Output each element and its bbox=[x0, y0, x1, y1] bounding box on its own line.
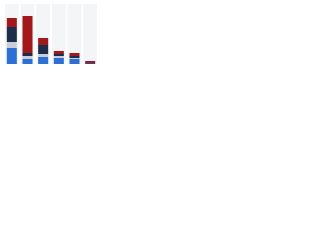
column-background bbox=[83, 4, 97, 64]
bar-segment bbox=[69, 56, 80, 58]
bar-segment bbox=[53, 58, 64, 64]
page: {"chart_data": {"type": "stacked-bar", "… bbox=[0, 0, 100, 71]
bar-segment bbox=[85, 63, 96, 64]
column-background bbox=[67, 4, 82, 64]
bar-segment bbox=[22, 59, 33, 64]
bar-segment bbox=[53, 54, 64, 56]
bar-segment bbox=[38, 45, 49, 54]
column-background bbox=[52, 4, 66, 64]
bar-segment bbox=[53, 51, 64, 54]
chart bbox=[5, 4, 97, 64]
bar-segment bbox=[85, 63, 96, 64]
bar-segment bbox=[38, 57, 49, 64]
bar-segment bbox=[69, 59, 80, 64]
bar-segment bbox=[6, 48, 17, 64]
bar-segment bbox=[53, 56, 64, 58]
bar-segment bbox=[6, 42, 17, 48]
bar-segment bbox=[22, 16, 33, 53]
bar-segment bbox=[6, 27, 17, 42]
bar-segment bbox=[38, 38, 49, 45]
bar-segment bbox=[38, 54, 49, 57]
bar-segment bbox=[69, 58, 80, 59]
bar-segment bbox=[69, 53, 80, 56]
bar-segment bbox=[6, 18, 17, 27]
bar-segment bbox=[22, 53, 33, 56]
bar-segment bbox=[85, 61, 96, 63]
bar-segment bbox=[22, 56, 33, 59]
